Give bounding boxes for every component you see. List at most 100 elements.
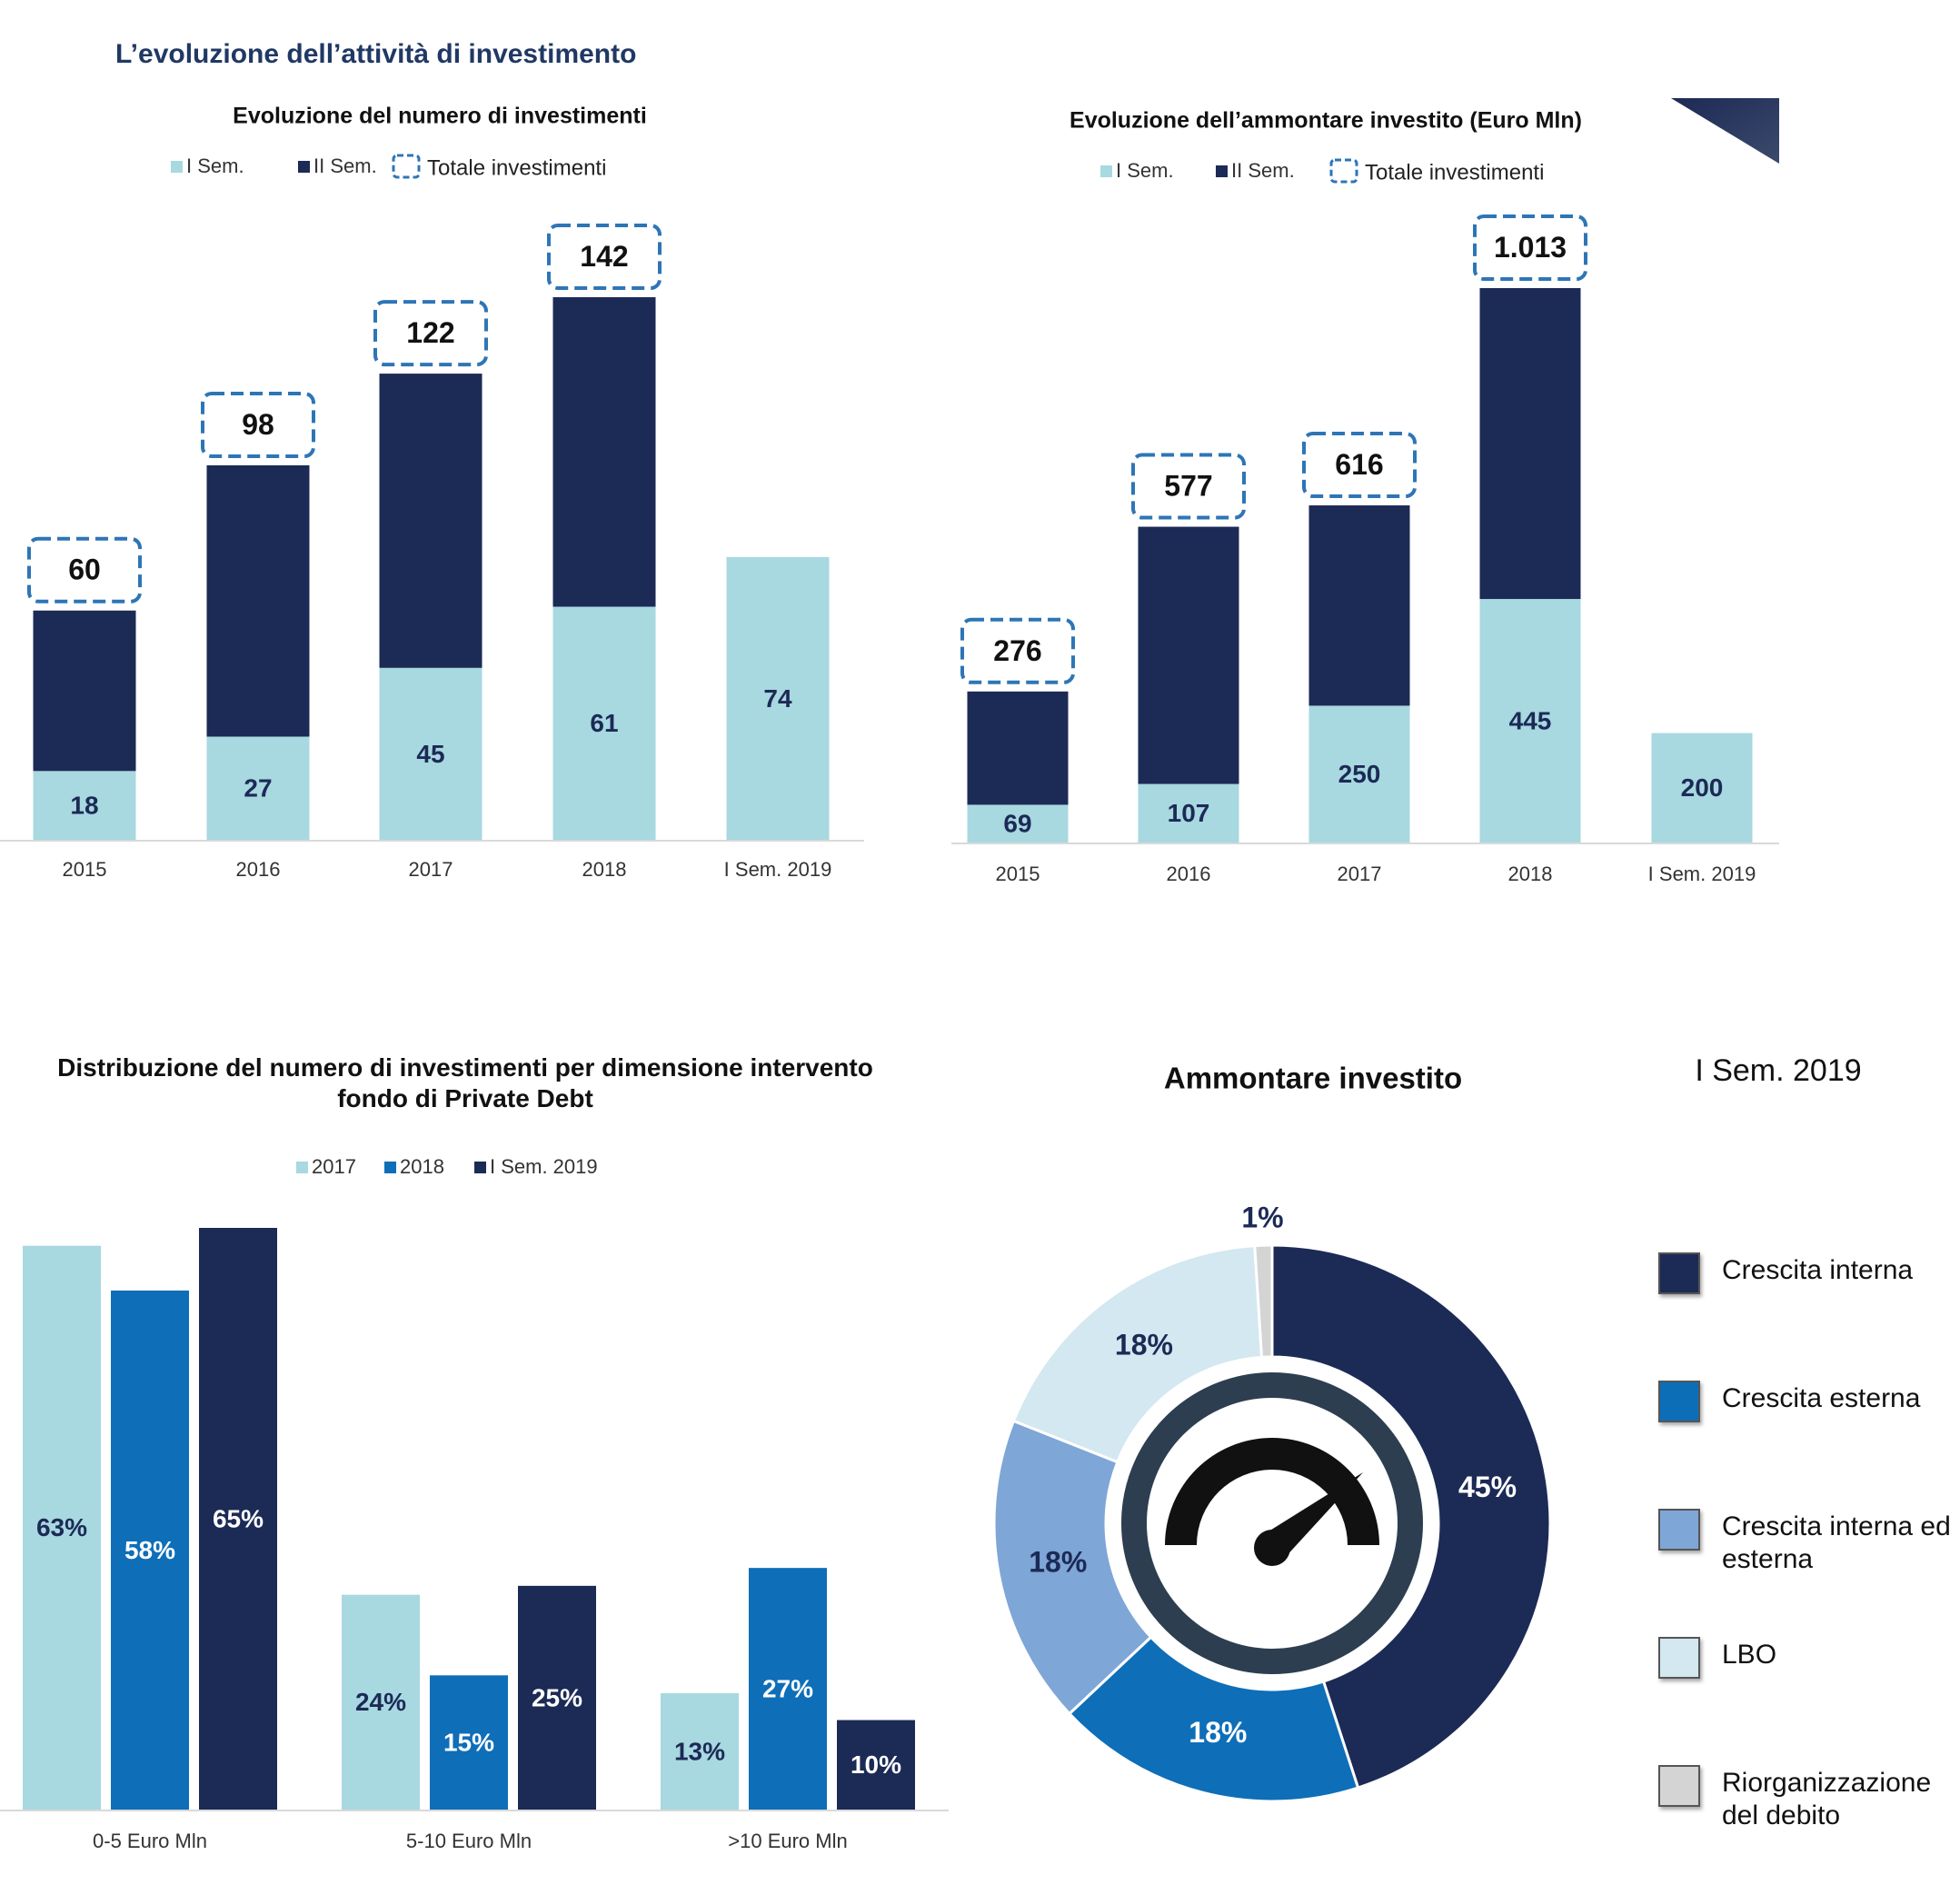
total-label: 60 bbox=[68, 554, 101, 586]
data-label: 107 bbox=[1168, 799, 1210, 827]
speedometer-icon bbox=[1121, 1372, 1423, 1674]
legend-label: Crescita interna bbox=[1722, 1255, 1914, 1285]
legend-label: 2018 bbox=[400, 1155, 444, 1178]
bar-segment bbox=[1138, 526, 1239, 784]
x-tick-label: 2018 bbox=[1508, 863, 1553, 885]
total-box bbox=[1131, 453, 1246, 520]
chart-title: Ammontare investito bbox=[1164, 1062, 1462, 1095]
data-label: 13% bbox=[674, 1737, 725, 1765]
data-label: 18% bbox=[1189, 1716, 1247, 1749]
legend-swatch bbox=[474, 1162, 486, 1173]
legend-label: Crescita esterna bbox=[1722, 1383, 1921, 1413]
legend-label-box: LBO bbox=[1722, 1640, 1776, 1670]
bar-segment bbox=[1308, 505, 1410, 706]
data-label: 25% bbox=[532, 1683, 582, 1711]
data-label: 18% bbox=[1029, 1545, 1087, 1578]
bar-segment bbox=[726, 556, 830, 840]
data-label: 45 bbox=[416, 740, 444, 768]
x-tick-label: I Sem. 2019 bbox=[1648, 863, 1756, 885]
bar-segment bbox=[33, 610, 136, 772]
x-tick-label: 2015 bbox=[996, 863, 1040, 885]
bar-segment bbox=[1651, 733, 1753, 843]
bar-segment bbox=[552, 297, 656, 607]
bar-segment bbox=[1138, 783, 1239, 843]
donut-slice bbox=[1011, 1244, 1264, 1464]
total-label: 1.013 bbox=[1494, 231, 1567, 264]
bar bbox=[749, 1568, 827, 1810]
legend-label: Crescita interna ed esterna bbox=[1722, 1511, 1951, 1574]
data-label: 250 bbox=[1338, 760, 1381, 788]
legend-label: I Sem. bbox=[186, 155, 244, 177]
bar-segment bbox=[1479, 288, 1581, 600]
legend-label: Totale investimenti bbox=[1365, 160, 1544, 185]
legend-swatch bbox=[171, 161, 183, 173]
data-label: 10% bbox=[851, 1750, 901, 1779]
total-label: 122 bbox=[406, 316, 454, 349]
total-label: 616 bbox=[1335, 448, 1383, 481]
legend-label: I Sem. 2019 bbox=[490, 1155, 598, 1178]
legend-swatch bbox=[1658, 1252, 1700, 1294]
x-tick-label: 2017 bbox=[1338, 863, 1382, 885]
data-label: 18 bbox=[70, 792, 98, 820]
chart-title: Evoluzione del numero di investimenti bbox=[233, 104, 647, 129]
legend-swatch bbox=[392, 154, 421, 179]
x-tick-label: >10 Euro Mln bbox=[728, 1830, 847, 1852]
bar bbox=[342, 1594, 420, 1810]
bar bbox=[111, 1290, 189, 1810]
total-label: 276 bbox=[993, 634, 1041, 667]
data-label: 445 bbox=[1509, 706, 1552, 734]
data-label: 58% bbox=[124, 1536, 175, 1564]
chart-title: Evoluzione dell’ammontare investito (Eur… bbox=[1070, 108, 1582, 134]
data-label: 18% bbox=[1115, 1328, 1173, 1361]
chart-title-box: Distribuzione del numero di investimenti… bbox=[57, 1053, 873, 1112]
legend-label: Riorganizzazione del debito bbox=[1722, 1768, 1932, 1830]
bar-segment bbox=[206, 464, 310, 737]
donut-slice bbox=[1253, 1243, 1274, 1359]
legend-swatch bbox=[384, 1162, 396, 1173]
legend-label: II Sem. bbox=[313, 155, 377, 177]
bar-segment bbox=[379, 374, 483, 668]
total-box bbox=[201, 391, 315, 458]
x-tick-label: 0-5 Euro Mln bbox=[93, 1830, 207, 1852]
bar bbox=[518, 1585, 596, 1810]
data-label: 27 bbox=[244, 774, 272, 803]
legend-swatch bbox=[1658, 1765, 1700, 1807]
donut-slice bbox=[992, 1419, 1153, 1716]
legend-label: 2017 bbox=[312, 1155, 356, 1178]
legend-label-box: Crescita esterna bbox=[1722, 1383, 1921, 1413]
legend-label-box: Riorganizzazione del debito bbox=[1722, 1768, 1932, 1830]
legend-swatch bbox=[1216, 165, 1228, 177]
data-label: 65% bbox=[213, 1504, 264, 1532]
data-label: 69 bbox=[1003, 810, 1031, 838]
total-label: 577 bbox=[1164, 470, 1212, 503]
bar bbox=[837, 1720, 915, 1810]
legend-swatch bbox=[1100, 165, 1112, 177]
legend-label: I Sem. bbox=[1116, 159, 1174, 182]
total-label: 142 bbox=[580, 240, 628, 273]
legend-label-box: Crescita interna ed esterna bbox=[1722, 1511, 1951, 1574]
total-box bbox=[1473, 214, 1587, 281]
bar bbox=[661, 1693, 739, 1810]
total-box bbox=[27, 536, 142, 603]
legend-swatch bbox=[1658, 1637, 1700, 1679]
legend-swatch bbox=[298, 161, 310, 173]
bar bbox=[199, 1228, 277, 1810]
bar bbox=[23, 1245, 101, 1810]
bar-segment bbox=[1308, 705, 1410, 843]
legend-swatch bbox=[1658, 1509, 1700, 1551]
data-label: 27% bbox=[762, 1674, 813, 1702]
data-label: 45% bbox=[1458, 1471, 1517, 1503]
total-box bbox=[373, 300, 488, 367]
bar-segment bbox=[967, 804, 1069, 843]
legend-label-box: Crescita interna bbox=[1722, 1255, 1914, 1285]
data-label: 1% bbox=[1241, 1202, 1283, 1234]
data-label: 200 bbox=[1681, 773, 1724, 802]
x-tick-label: 5-10 Euro Mln bbox=[406, 1830, 532, 1852]
x-tick-label: 2016 bbox=[1167, 863, 1211, 885]
legend-swatch bbox=[1329, 158, 1358, 184]
bar bbox=[430, 1675, 508, 1810]
legend-label: II Sem. bbox=[1231, 159, 1295, 182]
bar-segment bbox=[206, 736, 310, 840]
